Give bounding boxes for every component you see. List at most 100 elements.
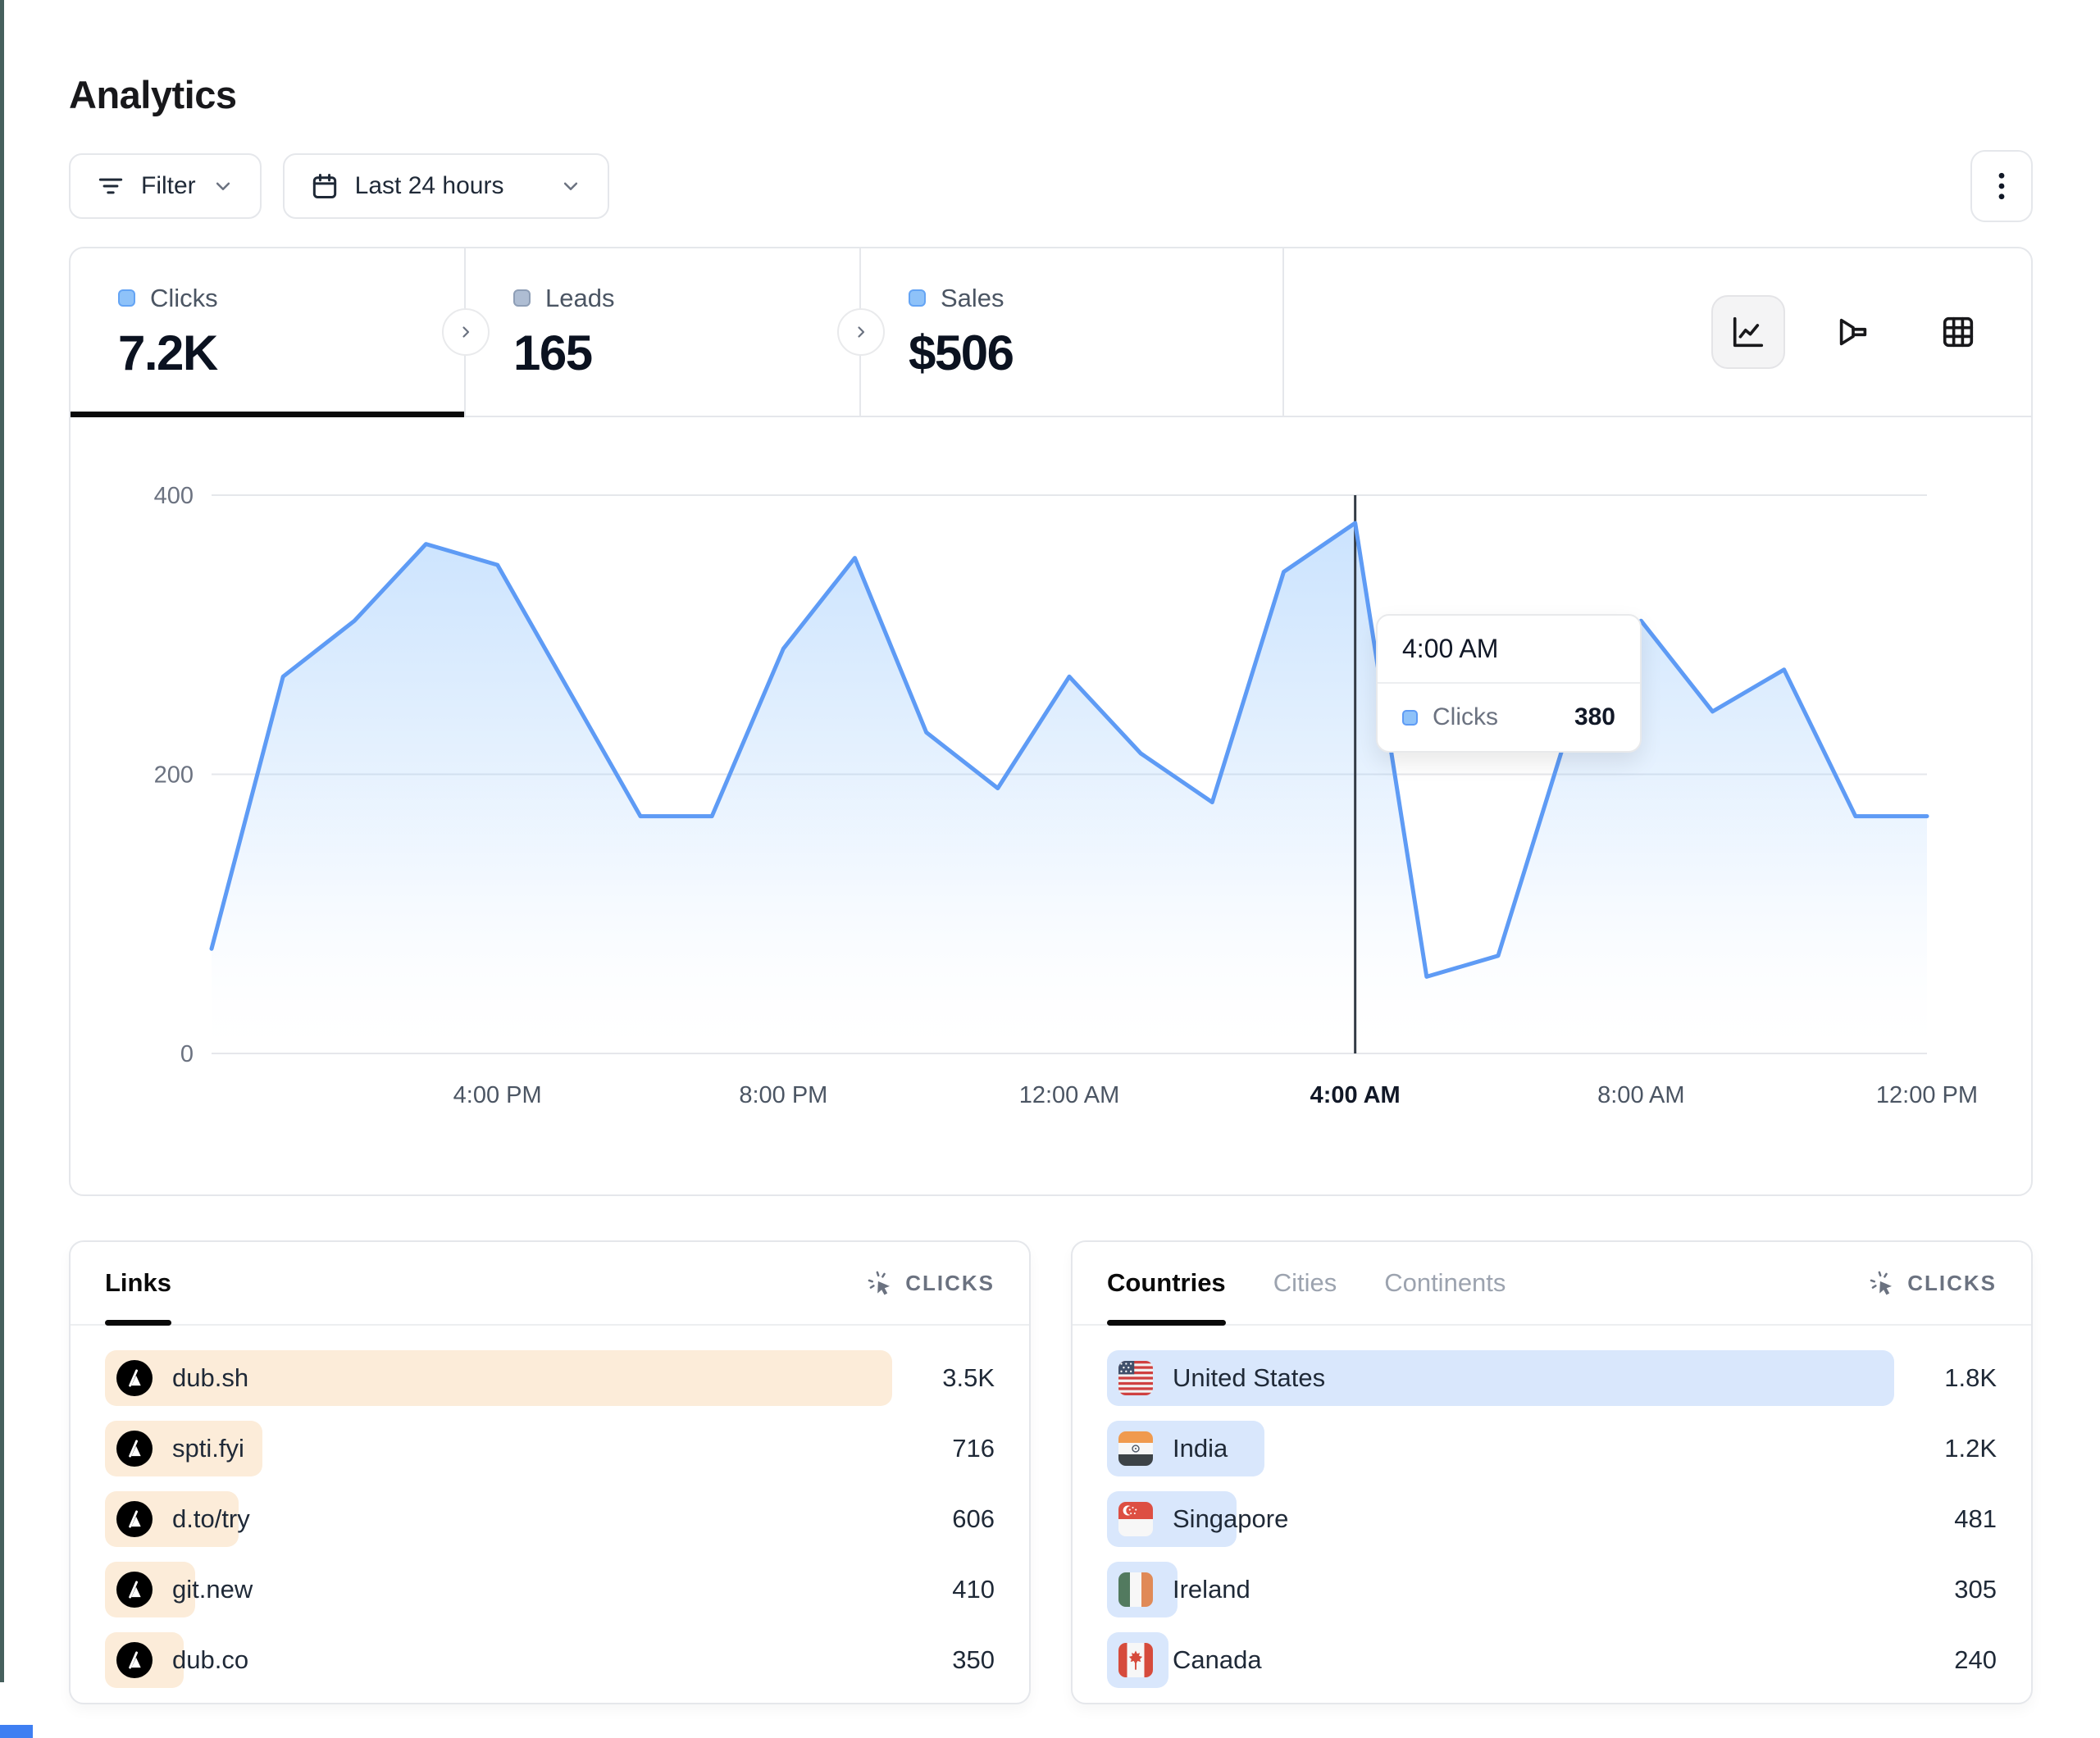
links-panel: Links CLICKS dub.sh 3.5K spti.fyi 716 [69,1240,1031,1704]
item-label: Canada [1173,1645,1262,1674]
sales-tab-value: $506 [909,325,1014,380]
line-chart-icon [1733,316,1764,348]
tab-continents[interactable]: Continents [1384,1268,1506,1297]
filter-button-label: Filter [141,172,196,199]
india-flag-icon [1118,1431,1153,1466]
chart-tooltip: 4:00 AM Clicks 380 [1376,614,1642,753]
tab-clicks[interactable]: Clicks 7.2K [71,248,466,417]
cursor-click-icon [866,1269,894,1297]
list-item[interactable]: dub.co 350 [105,1632,995,1688]
toolbar: Filter Last 24 hours [69,150,2033,222]
singapore-flag-icon [1118,1502,1153,1536]
value-bar [105,1350,892,1406]
item-value: 606 [952,1504,995,1533]
y-axis-tick-400: 400 [154,483,194,509]
list-item[interactable]: dub.sh 3.5K [105,1350,995,1406]
stats-tabs-row: Clicks 7.2K Leads 165 Sales $506 [71,248,2031,417]
item-label: git.new [172,1575,253,1604]
links-list: dub.sh 3.5K spti.fyi 716 d.to/try 606 [71,1326,1029,1688]
links-panel-tabs: Links [105,1242,171,1326]
x-axis-tick-12-00-PM: 12:00 PM [1876,1082,1978,1108]
list-item[interactable]: Singapore 481 [1107,1491,1997,1547]
tab-leads[interactable]: Leads 165 [466,248,861,416]
leads-tab-label: Leads [545,283,615,312]
item-value: 716 [952,1434,995,1463]
chart-view-toggles [1711,295,1995,369]
tab-cities[interactable]: Cities [1273,1268,1337,1297]
value-bar [1107,1350,1894,1406]
item-value: 350 [952,1645,995,1674]
x-axis-tick-4-00-AM: 4:00 AM [1310,1082,1401,1108]
us-flag-icon [1118,1361,1153,1395]
links-metric-header[interactable]: CLICKS [866,1269,995,1297]
item-label: dub.co [172,1645,249,1674]
chevron-down-icon [563,182,577,190]
list-item[interactable]: d.to/try 606 [105,1491,995,1547]
cursor-click-icon [1868,1269,1896,1297]
dub-logo-icon [116,1572,153,1608]
tab-sales[interactable]: Sales $506 [861,248,1284,416]
funnel-chart-view-button[interactable] [1816,295,1890,369]
clicks-tab-label: Clicks [150,283,218,312]
calendar-icon [312,174,336,198]
filter-button[interactable]: Filter [69,153,262,219]
list-item[interactable]: Ireland 305 [1107,1562,1997,1617]
tab-links[interactable]: Links [105,1242,171,1326]
dub-logo-icon [116,1431,153,1467]
countries-metric-header[interactable]: CLICKS [1868,1269,1997,1297]
corner-artifact [0,1725,33,1738]
kebab-menu-icon [1998,172,2005,200]
item-value: 1.8K [1944,1363,1997,1392]
clicks-time-series-chart[interactable]: 0 200 400 4:00 PM 8:00 PM 12:00 AM 4:00 AM 8:00… [71,417,2031,1194]
table-grid-icon [1943,316,1974,348]
funnel-chart-icon [1839,318,1867,346]
tab-countries[interactable]: Countries [1107,1242,1226,1326]
item-label: United States [1173,1363,1326,1392]
y-axis-tick-200: 200 [154,762,194,789]
list-item[interactable]: United States 1.8K [1107,1350,1997,1406]
dub-logo-icon [116,1642,153,1678]
countries-panel: Countries Cities Continents CLICKS United … [1071,1240,2033,1704]
breakdown-panels: Links CLICKS dub.sh 3.5K spti.fyi 716 [69,1240,2033,1704]
line-chart-view-button[interactable] [1711,295,1785,369]
item-label: Singapore [1173,1504,1289,1533]
leads-tab-value: 165 [513,325,593,380]
x-axis-tick-12-00-AM: 12:00 AM [1019,1082,1120,1108]
sales-marker-icon [909,289,926,307]
countries-panel-tabs: Countries Cities Continents [1107,1242,1506,1326]
window-edge-strip [0,0,4,1682]
item-value: 240 [1954,1645,1997,1674]
list-item[interactable]: Canada 240 [1107,1632,1997,1688]
leads-marker-icon [513,289,531,307]
table-view-button[interactable] [1921,295,1995,369]
expand-clicks-button[interactable] [442,308,490,356]
item-value: 481 [1954,1504,1997,1533]
tooltip-series-label: Clicks [1433,703,1498,730]
dub-logo-icon [116,1360,153,1396]
tooltip-time: 4:00 AM [1402,634,1499,663]
x-axis-tick-8-00-PM: 8:00 PM [739,1082,827,1108]
clicks-marker-icon [1402,709,1418,726]
canada-flag-icon [1118,1643,1153,1677]
page-title: Analytics [69,73,237,116]
item-label: dub.sh [172,1363,249,1392]
area-fill [212,523,1927,1053]
countries-panel-header: Countries Cities Continents CLICKS [1073,1242,2031,1326]
list-item[interactable]: git.new 410 [105,1562,995,1617]
y-axis-tick-0: 0 [180,1041,194,1067]
analytics-page: Analytics Filter Last 24 hours [69,0,2033,1704]
ireland-flag-icon [1118,1572,1153,1607]
more-options-button[interactable] [1970,150,2033,222]
date-range-label: Last 24 hours [354,172,504,199]
date-range-button[interactable]: Last 24 hours [282,153,609,219]
filter-icon [98,178,123,194]
list-item[interactable]: India 1.2K [1107,1421,1997,1476]
list-item[interactable]: spti.fyi 716 [105,1421,995,1476]
clicks-marker-icon [118,289,135,307]
tooltip-value: 380 [1574,703,1615,730]
countries-list: United States 1.8K India 1.2K Singapore … [1073,1326,2031,1688]
item-label: spti.fyi [172,1434,244,1463]
expand-leads-button[interactable] [837,308,885,356]
sales-tab-label: Sales [941,283,1004,312]
area-chart: 0 200 400 4:00 PM 8:00 PM 12:00 AM 4:00 AM 8:00… [154,483,1978,1108]
